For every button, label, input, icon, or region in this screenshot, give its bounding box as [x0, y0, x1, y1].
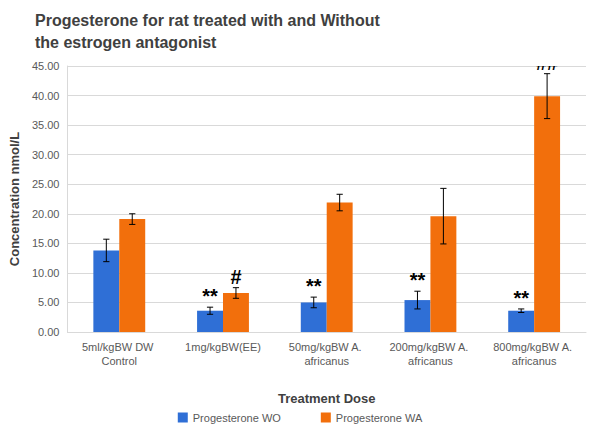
svg-text:40.00: 40.00 — [32, 90, 60, 102]
svg-text:Control: Control — [102, 355, 137, 367]
svg-text:5.00: 5.00 — [38, 296, 59, 308]
svg-text:the estrogen antagonist: the estrogen antagonist — [35, 34, 217, 51]
svg-text:Concentration nmol/L: Concentration nmol/L — [7, 132, 22, 266]
svg-text:#: # — [230, 266, 241, 288]
svg-text:**: ** — [513, 287, 529, 309]
svg-text:africanus: africanus — [512, 355, 557, 367]
svg-text:Progesterone for rat treated w: Progesterone for rat treated with and Wi… — [35, 12, 384, 29]
svg-text:Progesterone WO: Progesterone WO — [193, 412, 281, 424]
svg-text:25.00: 25.00 — [32, 178, 60, 190]
svg-text:##: ## — [536, 52, 558, 74]
svg-text:Progesterone WA: Progesterone WA — [336, 412, 423, 424]
svg-text:africanus: africanus — [304, 355, 349, 367]
svg-text:**: ** — [202, 285, 218, 307]
svg-text:**: ** — [306, 275, 322, 297]
svg-text:200mg/kgBW A.: 200mg/kgBW A. — [389, 341, 471, 353]
svg-text:15.00: 15.00 — [32, 237, 60, 249]
svg-text:35.00: 35.00 — [32, 119, 60, 131]
svg-text:800mg/kgBW A.: 800mg/kgBW A. — [493, 341, 575, 353]
svg-text:5ml/kgBW DW: 5ml/kgBW DW — [82, 341, 157, 353]
svg-text:1mg/kgBW(EE): 1mg/kgBW(EE) — [185, 341, 261, 353]
svg-text:30.00: 30.00 — [32, 149, 60, 161]
svg-text:0.00: 0.00 — [38, 326, 59, 338]
svg-text:10.00: 10.00 — [32, 267, 60, 279]
svg-text:45.00: 45.00 — [32, 60, 60, 72]
svg-text:**: ** — [410, 269, 426, 291]
svg-text:africanus: africanus — [408, 355, 453, 367]
svg-text:20.00: 20.00 — [32, 208, 60, 220]
svg-text:50mg/kgBW A.: 50mg/kgBW A. — [289, 341, 365, 353]
svg-text:Treatment Dose: Treatment Dose — [278, 391, 376, 406]
